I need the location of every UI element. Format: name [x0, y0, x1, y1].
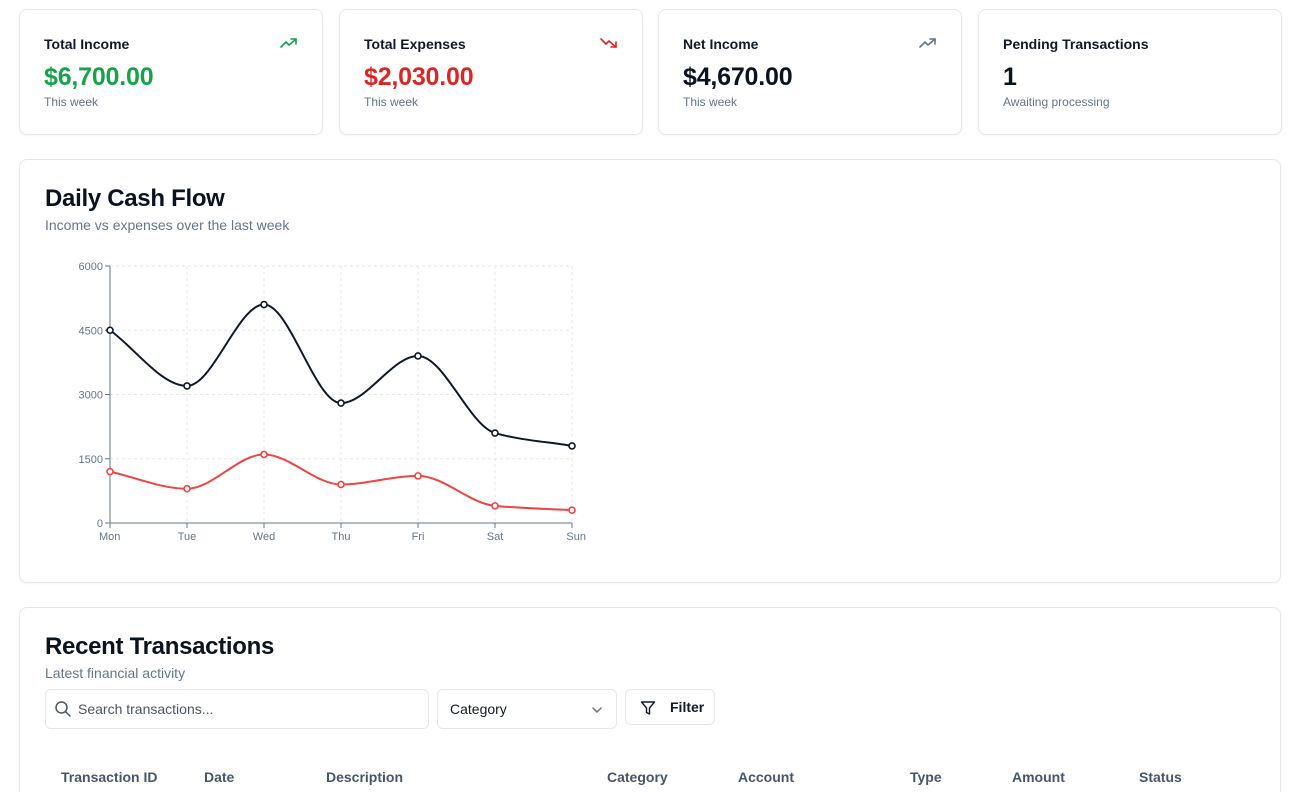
stat-subtext: Awaiting processing [1003, 95, 1110, 109]
column-header-account[interactable]: Account [738, 769, 794, 785]
y-tick-label: 4500 [79, 325, 103, 337]
stat-card-total-expenses: Total Expenses $2,030.00 This week [339, 9, 643, 135]
x-tick-label: Sat [487, 531, 504, 543]
stat-value: $6,700.00 [44, 63, 154, 91]
column-header-type[interactable]: Type [910, 769, 942, 785]
data-point [183, 484, 191, 493]
x-tick-label: Fri [412, 531, 425, 543]
cash-flow-chart: 0 1500 3000 4500 6000 Mon Tue Wed Thu Fri Sat Sun [79, 261, 586, 543]
column-header-description[interactable]: Description [326, 769, 404, 785]
y-tick-label: 3000 [79, 390, 103, 402]
filter-icon [640, 701, 656, 715]
column-header-date[interactable]: Date [204, 769, 235, 785]
data-point [414, 352, 422, 360]
cash-flow-title: Daily Cash Flow [45, 185, 225, 212]
data-point [568, 442, 576, 450]
x-tick-label: Wed [253, 531, 275, 543]
x-tick-label: Thu [332, 531, 351, 543]
data-point [414, 472, 422, 480]
category-select-value: Category [450, 701, 507, 717]
stat-label: Net Income [683, 36, 759, 52]
transactions-card: Recent Transactions Latest financial act… [19, 607, 1281, 792]
column-header-amount[interactable]: Amount [1012, 769, 1065, 785]
filter-button[interactable]: Filter [625, 689, 715, 725]
cash-flow-card: Daily Cash Flow Income vs expenses over … [19, 159, 1281, 583]
column-header-status[interactable]: Status [1139, 769, 1182, 785]
x-tick-label: Tue [178, 531, 197, 543]
transactions-title: Recent Transactions [45, 633, 275, 660]
stat-value: $2,030.00 [364, 63, 474, 91]
transactions-subtitle: Latest financial activity [45, 665, 186, 681]
stat-label: Pending Transactions [1003, 36, 1149, 52]
data-point [260, 300, 268, 309]
stat-card-net-income: Net Income $4,670.00 This week [658, 9, 962, 135]
data-point [106, 326, 114, 335]
data-point [260, 450, 268, 459]
stat-subtext: This week [364, 95, 419, 109]
y-tick-label: 0 [97, 518, 103, 530]
category-select[interactable]: Category [437, 689, 617, 729]
stat-card-pending-transactions: Pending Transactions 1 Awaiting processi… [978, 9, 1282, 135]
x-tick-label: Sun [566, 531, 586, 543]
stat-card-total-income: Total Income $6,700.00 This week [19, 9, 323, 135]
stat-value: $4,670.00 [683, 63, 793, 91]
y-tick-label: 6000 [79, 261, 103, 273]
trending-up-icon [919, 38, 936, 48]
search-icon [55, 701, 71, 717]
search-box[interactable] [45, 689, 429, 729]
column-header-category[interactable]: Category [607, 769, 668, 785]
filter-button-label: Filter [670, 699, 705, 715]
stat-label: Total Income [44, 36, 130, 52]
stat-value: 1 [1003, 63, 1017, 91]
trending-down-icon [600, 38, 617, 48]
table-header: Transaction ID Date Description Category… [20, 766, 1280, 790]
data-point [491, 429, 499, 437]
stat-subtext: This week [44, 95, 99, 109]
data-point [568, 506, 576, 514]
data-point [106, 467, 114, 476]
y-tick-label: 1500 [79, 454, 103, 466]
data-point [337, 399, 345, 407]
stat-label: Total Expenses [364, 36, 466, 52]
column-header-transaction-id[interactable]: Transaction ID [61, 769, 158, 785]
data-point [337, 480, 345, 489]
data-point [491, 502, 499, 510]
x-tick-label: Mon [99, 531, 120, 543]
search-input[interactable] [78, 691, 418, 727]
cash-flow-subtitle: Income vs expenses over the last week [45, 217, 290, 233]
trending-up-icon [280, 38, 297, 48]
data-point [183, 382, 191, 390]
stat-subtext: This week [683, 95, 738, 109]
chevron-down-icon [592, 707, 602, 713]
